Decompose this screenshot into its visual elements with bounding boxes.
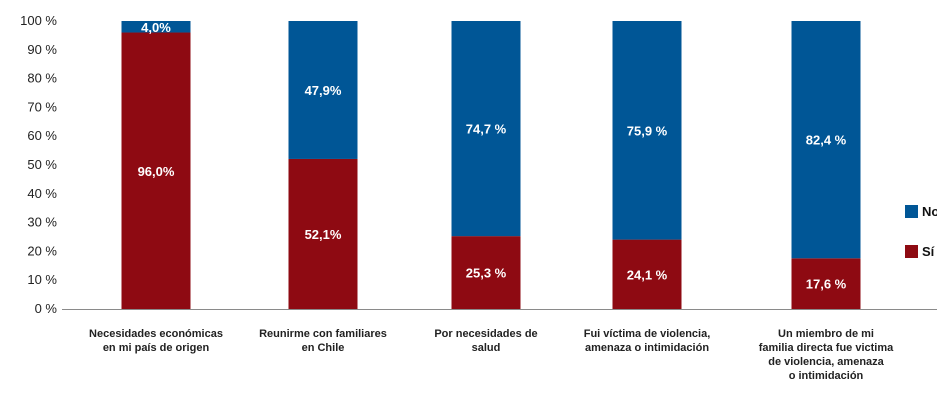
bar-no-segment	[121, 21, 191, 33]
y-tick-label: 30 %	[27, 215, 57, 230]
y-tick-label: 40 %	[27, 186, 57, 201]
bar-si-segment	[612, 239, 682, 309]
category-label: Necesidades económicas	[89, 328, 223, 340]
y-tick-label: 70 %	[27, 99, 57, 114]
category-label: de violencia, amenaza	[768, 356, 884, 368]
legend-label: No	[922, 204, 937, 219]
y-tick-label: 90 %	[27, 42, 57, 57]
y-tick-label: 0 %	[35, 301, 58, 316]
category-label: Fui víctima de violencia,	[584, 328, 711, 340]
category-label: Por necesidades de	[434, 328, 537, 340]
category-label: en mi país de origen	[103, 342, 210, 354]
y-tick-label: 20 %	[27, 243, 57, 258]
data-label-no: 75,9 %	[627, 123, 668, 138]
data-label-no: 47,9%	[305, 83, 342, 98]
bar-si-segment	[121, 32, 191, 310]
y-tick-label: 100 %	[20, 13, 57, 28]
bar-si-segment	[791, 258, 861, 309]
data-label-si: 96,0%	[138, 164, 175, 179]
data-label-si: 24,1 %	[627, 267, 668, 282]
legend-swatch	[905, 205, 918, 218]
category-label: o intimidación	[789, 370, 864, 382]
data-label-no: 4,0%	[141, 20, 171, 35]
y-tick-label: 60 %	[27, 128, 57, 143]
bar-no-segment	[288, 21, 358, 159]
y-tick-label: 80 %	[27, 71, 57, 86]
bar-si-segment	[451, 236, 521, 309]
data-label-si: 52,1%	[305, 227, 342, 242]
category-label: familia directa fue victima	[759, 342, 894, 354]
category-label: en Chile	[302, 342, 345, 354]
y-tick-label: 10 %	[27, 272, 57, 287]
data-label-si: 25,3 %	[466, 266, 507, 281]
legend-swatch	[905, 245, 918, 258]
data-label-no: 82,4 %	[806, 133, 847, 148]
legend-label: Sí	[922, 244, 935, 259]
category-label: amenaza o intimidación	[585, 342, 709, 354]
category-label: salud	[472, 342, 501, 354]
data-label-no: 74,7 %	[466, 122, 507, 137]
bar-no-segment	[791, 21, 861, 259]
category-label: Reunirme con familiares	[259, 328, 387, 340]
bar-si-segment	[288, 158, 358, 309]
bar-no-segment	[612, 21, 682, 240]
y-tick-label: 50 %	[27, 157, 57, 172]
category-label: Un miembro de mi	[778, 328, 874, 340]
data-label-si: 17,6 %	[806, 277, 847, 292]
bar-no-segment	[451, 21, 521, 237]
